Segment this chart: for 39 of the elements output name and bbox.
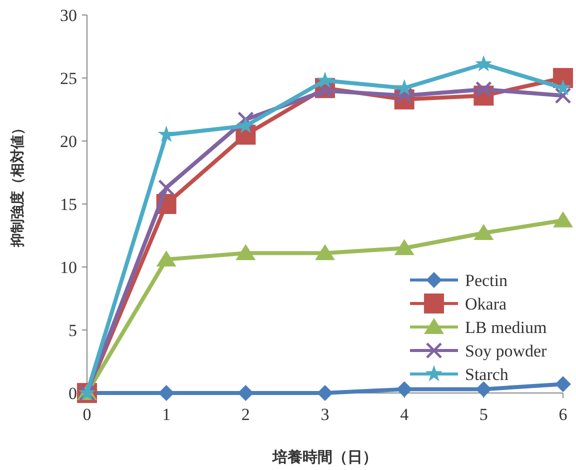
y-tick-label: 10 xyxy=(60,258,77,277)
legend-label: LB medium xyxy=(465,318,547,337)
point xyxy=(238,385,254,401)
point xyxy=(158,385,174,401)
legend-label: Soy powder xyxy=(465,342,548,360)
point xyxy=(237,116,254,134)
y-tick-label: 25 xyxy=(60,69,77,88)
point xyxy=(396,381,412,398)
point xyxy=(317,385,333,401)
point xyxy=(316,72,334,88)
x-tick-label: 3 xyxy=(320,405,330,424)
y-tick-label: 15 xyxy=(60,195,77,214)
y-tick-label: 30 xyxy=(60,6,77,25)
x-tick-label: 2 xyxy=(241,405,250,424)
point xyxy=(236,244,256,260)
point xyxy=(555,376,571,392)
point xyxy=(554,87,572,104)
point xyxy=(158,126,175,142)
point xyxy=(315,244,335,260)
legend-label: Okara xyxy=(465,294,507,314)
y-tick-label: 5 xyxy=(68,321,77,340)
x-tick-label: 1 xyxy=(162,405,171,424)
point xyxy=(476,381,492,398)
y-tick-label: 20 xyxy=(60,132,77,151)
point xyxy=(475,55,492,72)
point xyxy=(474,224,494,240)
point xyxy=(158,179,175,196)
point xyxy=(156,250,176,266)
legend-label: Pectin xyxy=(465,271,508,290)
x-tick-label: 0 xyxy=(82,405,92,424)
legend-label: Starch xyxy=(465,365,509,384)
point xyxy=(553,211,573,228)
x-tick-label: 6 xyxy=(558,405,568,424)
y-tick-label: 0 xyxy=(68,384,77,403)
y-axis-title: 抑制強度（相対値） xyxy=(9,121,26,248)
point xyxy=(394,239,414,256)
x-tick-label: 5 xyxy=(479,405,488,424)
x-tick-label: 4 xyxy=(400,405,410,424)
x-axis-title: 培養時間（日） xyxy=(272,448,378,466)
